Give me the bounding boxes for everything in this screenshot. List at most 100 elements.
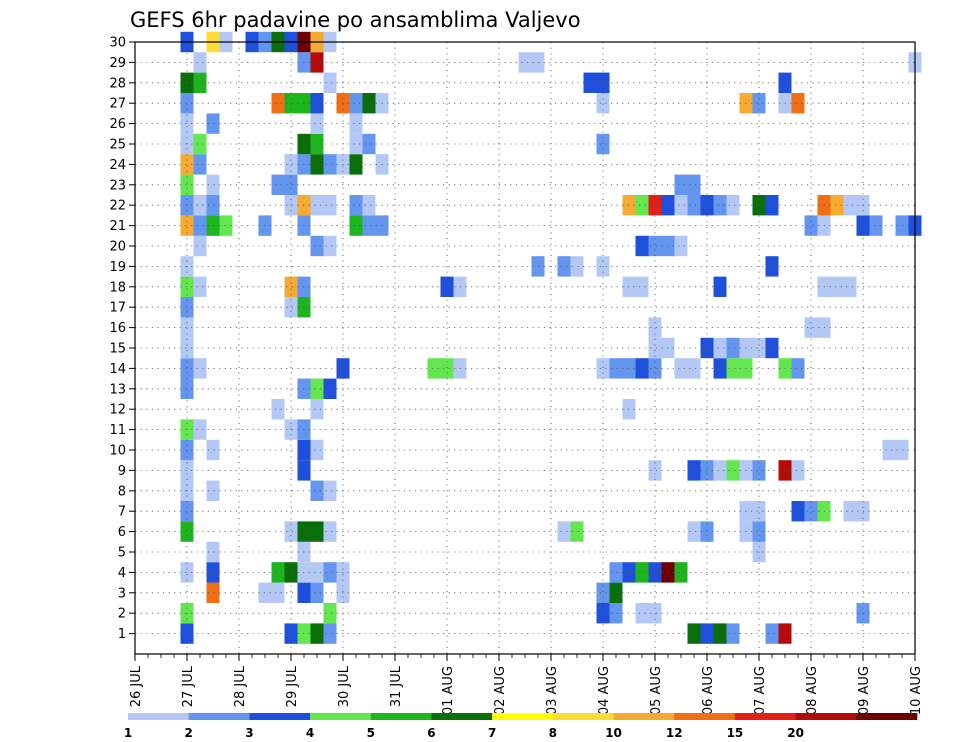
y-tick-label-1: 1 (118, 627, 126, 642)
cell-member-6-step-14 (310, 521, 324, 542)
y-tick-label-12: 12 (109, 403, 126, 418)
colorbar-swatch-4 (370, 713, 432, 720)
y-tick-label-23: 23 (109, 178, 126, 193)
x-tick-label-8: 03 AUG (545, 666, 560, 715)
colorbar-swatch-0 (128, 713, 189, 720)
x-tick-label-0: 26 JUL (129, 665, 144, 707)
cell-member-6-step-48 (752, 521, 766, 542)
x-tick-label-2: 28 JUL (233, 665, 248, 707)
x-tick-label-7: 02 AUG (493, 666, 508, 715)
x-tick-label-14: 09 AUG (857, 666, 872, 715)
y-tick-label-16: 16 (109, 321, 126, 336)
cell-member-4-step-4 (180, 562, 194, 583)
x-tick-label-4: 30 JUL (337, 665, 352, 707)
y-tick-label-22: 22 (109, 199, 126, 214)
colorbar-label-10: 10 (605, 726, 622, 740)
cell-member-14-step-39 (635, 358, 649, 379)
cell-member-16-step-4 (180, 317, 194, 338)
cell-member-21-step-17 (349, 215, 363, 236)
cell-member-27-step-11 (271, 93, 285, 114)
cell-member-15-step-45 (713, 337, 727, 359)
cell-member-9-step-48 (752, 460, 766, 481)
cell-member-5-step-6 (206, 541, 220, 563)
y-tick-label-10: 10 (109, 444, 126, 459)
cell-member-22-step-46 (726, 195, 740, 216)
cell-member-18-step-45 (713, 276, 727, 297)
cell-member-15-step-40 (648, 337, 662, 359)
cell-member-12-step-14 (310, 399, 324, 420)
colorbar-label-8: 8 (549, 726, 557, 740)
cell-member-10-step-58 (882, 439, 896, 461)
cell-member-14-step-42 (674, 358, 688, 379)
cell-member-21-step-57 (869, 215, 883, 236)
cell-member-20-step-40 (648, 235, 662, 257)
y-tick-label-26: 26 (109, 117, 126, 132)
cell-member-22-step-17 (349, 195, 363, 216)
cell-member-22-step-49 (765, 195, 779, 216)
cell-member-26-step-17 (349, 113, 363, 134)
colorbar-swatch-9 (674, 713, 736, 720)
cell-member-4-step-39 (635, 562, 649, 583)
colorbar-label-5: 5 (367, 726, 375, 740)
cell-member-22-step-54 (830, 195, 844, 216)
x-tick-label-10: 05 AUG (649, 666, 664, 715)
cell-member-1-step-49 (765, 623, 779, 644)
cell-member-24-step-14 (310, 154, 324, 175)
cell-member-14-step-36 (596, 358, 610, 379)
cell-member-18-step-4 (180, 276, 194, 297)
cell-member-22-step-6 (206, 195, 220, 216)
cell-member-15-step-49 (765, 337, 779, 359)
cell-member-27-step-48 (752, 93, 766, 114)
cell-member-10-step-4 (180, 439, 194, 461)
cell-member-19-step-33 (557, 256, 571, 277)
cell-member-22-step-14 (310, 195, 324, 216)
cell-member-15-step-48 (752, 337, 766, 359)
cell-member-6-step-4 (180, 521, 194, 542)
cell-member-13-step-4 (180, 378, 194, 399)
y-tick-label-27: 27 (109, 97, 126, 112)
cell-member-22-step-45 (713, 195, 727, 216)
colorbar-label-20: 20 (787, 726, 804, 740)
cell-member-1-step-45 (713, 623, 727, 644)
cell-member-4-step-40 (648, 562, 662, 583)
colorbar-swatch-3 (310, 713, 372, 720)
cell-member-7-step-4 (180, 501, 194, 522)
cell-member-21-step-59 (895, 215, 909, 236)
cell-member-3-step-11 (271, 582, 285, 603)
cell-member-19-step-49 (765, 256, 779, 277)
cell-member-28-step-36 (596, 72, 610, 93)
y-tick-label-3: 3 (118, 586, 126, 601)
cell-member-4-step-12 (284, 562, 298, 583)
cell-member-14-step-43 (687, 358, 701, 379)
cell-member-23-step-4 (180, 174, 194, 195)
cell-member-1-step-12 (284, 623, 298, 644)
cell-member-26-step-6 (206, 113, 220, 134)
y-tick-label-21: 21 (109, 219, 126, 234)
cell-member-2-step-37 (609, 603, 623, 624)
x-tick-label-11: 06 AUG (701, 666, 716, 715)
y-tick-label-15: 15 (109, 342, 126, 357)
cell-member-4-step-6 (206, 562, 220, 583)
colorbar-label-15: 15 (727, 726, 744, 740)
cell-member-29-step-14 (310, 52, 324, 73)
cell-member-6-step-12 (284, 521, 298, 542)
x-tick-label-6: 01 AUG (441, 666, 456, 715)
cell-member-1-step-46 (726, 623, 740, 644)
cell-member-14-step-40 (648, 358, 662, 379)
cell-member-20-step-39 (635, 235, 649, 257)
colorbar-label-2: 2 (185, 726, 193, 740)
cell-member-3-step-14 (310, 582, 324, 603)
cell-member-10-step-14 (310, 439, 324, 461)
cell-member-2-step-39 (635, 603, 649, 624)
cell-member-14-step-46 (726, 358, 740, 379)
cell-member-20-step-5 (193, 235, 207, 257)
cell-member-18-step-5 (193, 276, 207, 297)
cell-member-23-step-12 (284, 174, 298, 195)
y-tick-label-11: 11 (109, 423, 126, 438)
x-axis: 26 JUL 27 JUL 28 JUL 29 JUL 30 JUL 31 JUL 01 A… (129, 654, 924, 715)
x-tick-label-12: 07 AUG (753, 666, 768, 715)
y-tick-label-28: 28 (109, 76, 126, 91)
cell-member-28-step-35 (583, 72, 597, 93)
cell-member-22-step-55 (843, 195, 857, 216)
